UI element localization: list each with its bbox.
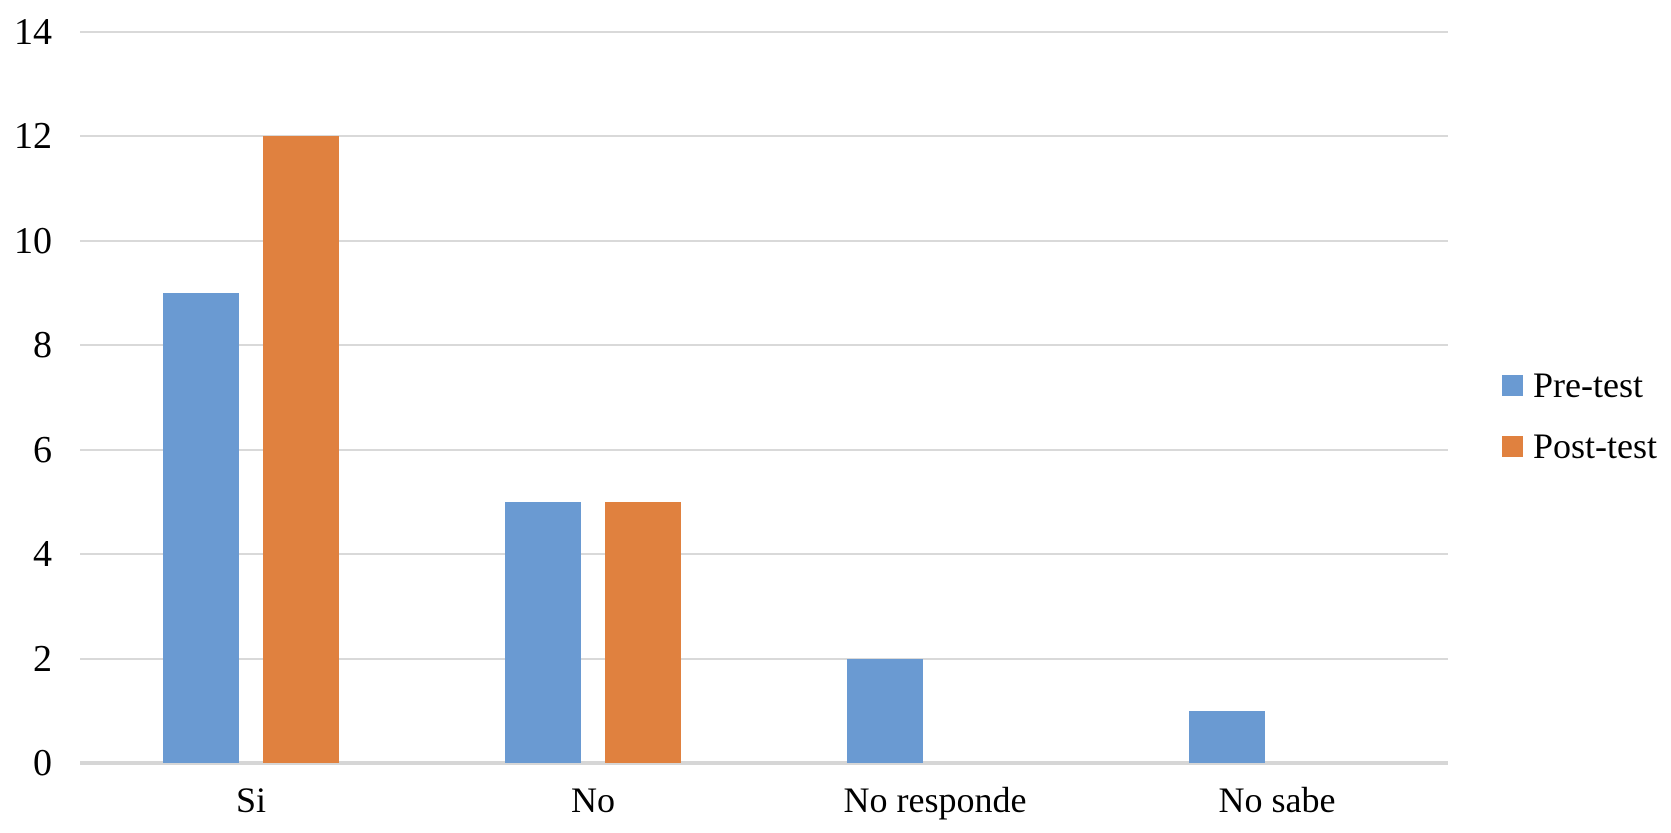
legend-item-pre-test: Pre-test xyxy=(1502,364,1657,406)
bar-pre-test-si xyxy=(163,293,239,763)
y-tick-label-2: 2 xyxy=(33,637,52,680)
x-category-label-no: No xyxy=(571,780,615,820)
y-tick-label-4: 4 xyxy=(33,533,52,576)
x-category-label-no-responde: No responde xyxy=(843,780,1027,820)
y-tick-label-10: 10 xyxy=(14,219,52,262)
legend: Pre-test Post-test xyxy=(1502,364,1657,467)
legend-swatch-pre-test xyxy=(1502,374,1523,396)
legend-swatch-post-test xyxy=(1502,435,1523,457)
y-tick-label-12: 12 xyxy=(14,115,52,158)
x-category-label-no-sabe: No sabe xyxy=(1218,780,1336,820)
legend-label-pre-test: Pre-test xyxy=(1533,365,1643,405)
bar-pre-test-no xyxy=(505,501,581,763)
gridline-2 xyxy=(80,657,1448,660)
bar-post-test-no xyxy=(605,501,681,763)
bar-pre-test-no-sabe xyxy=(1189,710,1265,763)
gridline-14 xyxy=(80,31,1448,33)
gridline-10 xyxy=(80,239,1448,242)
gridline-12 xyxy=(80,135,1448,138)
bar-post-test-si xyxy=(263,136,339,763)
legend-label-post-test: Post-test xyxy=(1533,426,1658,466)
x-axis-line xyxy=(80,761,1448,765)
x-category-label-si: Si xyxy=(235,780,267,820)
gridline-8 xyxy=(80,344,1448,347)
y-tick-label-8: 8 xyxy=(33,324,52,367)
bar-pre-test-no-responde xyxy=(847,658,923,763)
y-tick-label-0: 0 xyxy=(33,742,52,784)
gridline-4 xyxy=(80,553,1448,556)
legend-item-post-test: Post-test xyxy=(1502,425,1657,467)
gridline-6 xyxy=(80,448,1448,451)
y-tick-label-6: 6 xyxy=(33,428,52,471)
y-tick-label-14: 14 xyxy=(14,11,52,53)
